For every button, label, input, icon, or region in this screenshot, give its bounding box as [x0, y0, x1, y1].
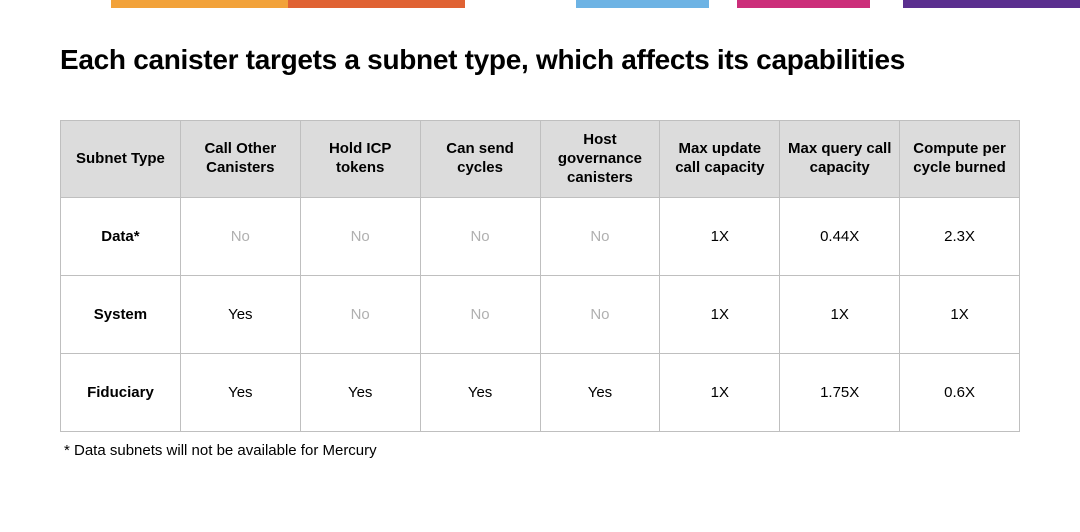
stripe-segment [737, 0, 870, 8]
table-row: SystemYesNoNoNo1X1X1X [61, 276, 1020, 354]
column-header: Host governance canisters [540, 121, 660, 198]
table-cell: 1.75X [780, 354, 900, 432]
stripe-segment [576, 0, 709, 8]
table-cell: No [420, 276, 540, 354]
subnet-capabilities-table: Subnet TypeCall Other CanistersHold ICP … [60, 120, 1020, 432]
table-row: FiduciaryYesYesYesYes1X1.75X0.6X [61, 354, 1020, 432]
column-header: Subnet Type [61, 121, 181, 198]
stripe-segment [465, 0, 576, 8]
row-label: System [61, 276, 181, 354]
table-cell: Yes [540, 354, 660, 432]
table-row: Data*NoNoNoNo1X0.44X2.3X [61, 198, 1020, 276]
table-cell: 1X [900, 276, 1020, 354]
table-cell: 1X [660, 354, 780, 432]
table-cell: No [300, 276, 420, 354]
table-cell: No [300, 198, 420, 276]
slide-content: Each canister targets a subnet type, whi… [0, 8, 1080, 459]
table-cell: 1X [660, 198, 780, 276]
top-color-stripe [0, 0, 1080, 8]
table-cell: 0.44X [780, 198, 900, 276]
stripe-segment [870, 0, 903, 8]
stripe-segment [288, 0, 465, 8]
table-cell: 1X [660, 276, 780, 354]
stripe-segment [709, 0, 737, 8]
table-cell: No [540, 276, 660, 354]
table-cell: Yes [180, 354, 300, 432]
table-body: Data*NoNoNoNo1X0.44X2.3XSystemYesNoNoNo1… [61, 198, 1020, 432]
row-label: Data* [61, 198, 181, 276]
table-cell: Yes [180, 276, 300, 354]
column-header: Compute per cycle burned [900, 121, 1020, 198]
stripe-segment [0, 0, 111, 8]
row-label: Fiduciary [61, 354, 181, 432]
stripe-segment [903, 0, 1080, 8]
table-cell: 0.6X [900, 354, 1020, 432]
page-title: Each canister targets a subnet type, whi… [60, 44, 1020, 76]
table-cell: Yes [300, 354, 420, 432]
column-header: Call Other Canisters [180, 121, 300, 198]
column-header: Can send cycles [420, 121, 540, 198]
table-cell: No [540, 198, 660, 276]
table-cell: 1X [780, 276, 900, 354]
table-cell: Yes [420, 354, 540, 432]
column-header: Max query call capacity [780, 121, 900, 198]
table-header-row: Subnet TypeCall Other CanistersHold ICP … [61, 121, 1020, 198]
table-cell: No [420, 198, 540, 276]
table-cell: No [180, 198, 300, 276]
column-header: Hold ICP tokens [300, 121, 420, 198]
stripe-segment [111, 0, 288, 8]
column-header: Max update call capacity [660, 121, 780, 198]
table-cell: 2.3X [900, 198, 1020, 276]
footnote: * Data subnets will not be available for… [60, 442, 1020, 459]
